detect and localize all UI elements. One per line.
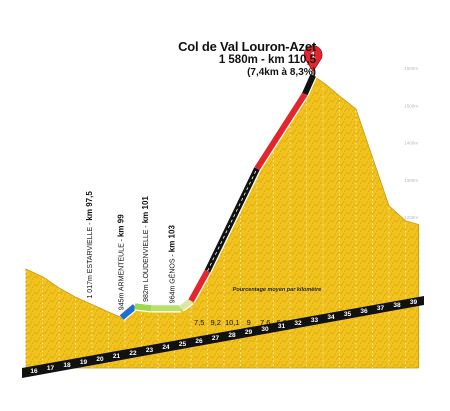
terrain-fill	[25, 74, 420, 369]
summit-marker: 1	[303, 45, 323, 76]
gradient-segment	[188, 269, 211, 303]
town-name: 1 017m ESTARVIELLE -	[87, 221, 94, 299]
summit-climb-stats: (7,4km à 8,3%)	[247, 67, 316, 78]
town-name: 982m LOUDENVIELLE -	[143, 223, 150, 302]
y-tick-label: 1200m	[404, 215, 418, 220]
x-tick-label: 26	[195, 338, 203, 345]
x-tick-label: 27	[212, 335, 220, 342]
gradient-segment	[254, 92, 308, 171]
x-tick-label: 24	[162, 344, 170, 351]
gradient-road-segments	[118, 73, 317, 321]
gradient-caption: Pourcentage moyen par kilomètre	[233, 287, 322, 293]
x-tick-label: 32	[294, 320, 302, 327]
town-label-loudenvielle: 982m LOUDENVIELLE - km 101	[141, 196, 150, 302]
gradient-segment	[179, 298, 193, 311]
gradient-segment	[119, 304, 137, 320]
road-centre-line	[207, 168, 258, 272]
x-tick-label: 30	[261, 326, 269, 333]
town-label-armenteule: 945m ARMENTEULE - km 99	[116, 214, 125, 310]
town-labels: 1 017m ESTARVIELLE - km 97,5 945m ARMENTE…	[85, 191, 177, 311]
summit-name: Col de Val Louron-Azet	[178, 39, 316, 54]
summit-marker-badge	[303, 45, 323, 73]
town-label-text: 982m LOUDENVIELLE - km 101	[141, 196, 150, 302]
gradient-label: 9	[247, 318, 251, 327]
town-km: km 103	[168, 225, 177, 253]
x-tick-label: 16	[30, 368, 38, 375]
x-tick-label: 37	[377, 305, 385, 312]
x-tick-label: 38	[393, 302, 401, 309]
gradient-label: 7,5	[194, 318, 204, 327]
y-tick-label: 1600m	[404, 66, 418, 71]
x-tick-label: 35	[344, 311, 352, 318]
x-tick-label: 21	[113, 353, 121, 360]
x-axis-band: 16 17 18 19 20 21 22 23 24 25 26 27 28 29 30 31 32 33 34 35…	[22, 296, 424, 378]
x-tick-label: 36	[360, 308, 368, 315]
x-tick-label: 23	[146, 347, 154, 354]
town-label-estarvielle: 1 017m ESTARVIELLE - km 97,5	[85, 191, 94, 299]
terrain-area	[25, 74, 420, 369]
x-axis-band-shape	[22, 296, 424, 378]
gradient-segment	[302, 74, 316, 96]
y-tick-label: 1500m	[404, 103, 418, 108]
x-tick-label: 17	[47, 365, 55, 372]
x-tick-label: 18	[63, 362, 71, 369]
summit-altitude-km: 1 580m - km 110,5	[218, 54, 316, 66]
gradient-label: 9,2	[211, 318, 221, 327]
x-tick-label: 20	[96, 356, 104, 363]
town-label-text: 1 017m ESTARVIELLE - km 97,5	[85, 191, 94, 299]
x-tick-label: 29	[245, 329, 253, 336]
town-name: 945m ARMENTEULE -	[118, 237, 125, 310]
gradient-label: 7,6	[260, 318, 270, 327]
y-tick-label: 1400m	[404, 141, 418, 146]
x-tick-label: 28	[228, 332, 236, 339]
gradient-label: 10,1	[225, 318, 240, 327]
town-label-text: 964m GÉNOS - km 103	[168, 225, 177, 304]
x-tick-label: 33	[311, 317, 319, 324]
y-tick-label: 1300m	[404, 178, 418, 183]
x-tick-label: 34	[327, 314, 335, 321]
x-tick-label: 39	[410, 299, 418, 306]
gradient-segment	[134, 303, 152, 312]
town-name: 964m GÉNOS -	[168, 252, 177, 303]
x-tick-label: 22	[129, 350, 137, 357]
x-tick-label: 19	[80, 359, 88, 366]
town-km: km 101	[141, 196, 150, 224]
town-km: km 97,5	[85, 191, 94, 221]
town-label-genos: 964m GÉNOS - km 103	[168, 225, 177, 304]
town-label-text: 945m ARMENTEULE - km 99	[116, 214, 125, 310]
summit-category: 1	[311, 50, 316, 60]
town-km: km 99	[116, 214, 125, 237]
x-tick-label: 31	[278, 323, 286, 330]
x-tick-label: 25	[179, 341, 187, 348]
